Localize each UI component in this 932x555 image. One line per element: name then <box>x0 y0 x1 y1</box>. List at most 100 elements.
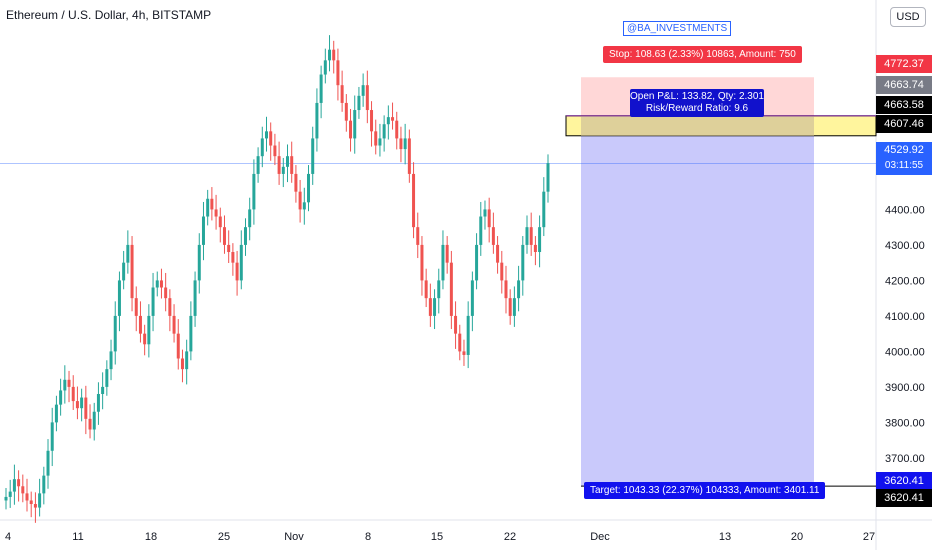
currency-button[interactable]: USD <box>890 7 926 27</box>
candle-body <box>386 117 390 125</box>
candle-body <box>479 216 483 245</box>
candle-body <box>33 504 37 508</box>
entry-price-badge: 4663.58 <box>876 96 932 114</box>
candle-body <box>378 138 382 146</box>
x-tick-label: 13 <box>719 531 731 543</box>
candle-body <box>227 244 231 253</box>
candle-body <box>353 110 357 139</box>
last-price-badge: 4529.92 03:11:55 <box>876 142 932 175</box>
candle-body <box>189 315 193 352</box>
x-tick-label: 22 <box>504 531 516 543</box>
candle-body <box>504 280 508 299</box>
candle-body <box>172 315 176 334</box>
candle-body <box>264 131 268 139</box>
candle-body <box>290 156 294 174</box>
candle-body <box>546 163 550 192</box>
candle-body <box>412 173 416 228</box>
candle-body <box>332 49 336 61</box>
candle-body <box>496 244 500 263</box>
candle-body <box>113 315 117 352</box>
target-label: Target: 1043.33 (22.37%) 104333, Amount:… <box>584 482 826 499</box>
candle-body <box>294 173 298 192</box>
candle-body <box>361 85 365 96</box>
y-tick-label: 4400.00 <box>885 204 925 216</box>
last-price-value: 4529.92 <box>884 144 924 156</box>
candle-body <box>138 315 142 334</box>
candle-body <box>395 120 399 139</box>
x-tick-label: 11 <box>72 531 83 543</box>
candle-body <box>206 198 210 217</box>
candle-body <box>180 358 184 370</box>
candle-body <box>84 397 88 419</box>
x-tick-label: 27 <box>863 531 875 543</box>
candle-body <box>214 209 218 217</box>
candle-body <box>105 369 109 387</box>
candle-body <box>441 244 445 281</box>
candle-body <box>336 60 340 86</box>
candle-body <box>449 262 453 316</box>
candle-body <box>349 120 353 139</box>
candle-body <box>75 401 79 409</box>
chart-title: Ethereum / U.S. Dollar, 4h, BITSTAMP <box>6 8 212 22</box>
candle-body <box>222 227 226 245</box>
candle-body <box>54 404 58 423</box>
candle-body <box>470 280 474 316</box>
candle-body <box>88 418 92 430</box>
candle-body <box>483 209 487 217</box>
candle-body <box>231 252 235 263</box>
candle-body <box>80 397 84 409</box>
candle-body <box>248 209 252 228</box>
candle-body <box>433 298 437 316</box>
candle-body <box>382 124 386 139</box>
candle-body <box>437 280 441 299</box>
x-tick-label: 18 <box>145 531 157 543</box>
candle-body <box>25 493 29 501</box>
candle-body <box>12 479 16 492</box>
candle-body <box>101 386 105 394</box>
candle-body <box>159 280 163 288</box>
x-tick-label: Nov <box>284 531 304 543</box>
candle-body <box>533 244 537 253</box>
candle-body <box>281 166 285 174</box>
candle-body <box>525 227 529 245</box>
candle-body <box>277 156 281 174</box>
candle-body <box>420 244 424 281</box>
candle-body <box>235 262 239 281</box>
target-marker-badge: 3620.41 <box>876 489 932 507</box>
candle-body <box>462 351 466 355</box>
candle-body <box>399 138 403 150</box>
candle-body <box>286 156 290 167</box>
candle-body <box>4 496 8 501</box>
bar-countdown: 03:11:55 <box>884 160 924 171</box>
y-tick-label: 3900.00 <box>885 382 925 394</box>
candle-body <box>256 156 260 174</box>
candle-body <box>521 244 525 281</box>
candle-body <box>529 227 533 245</box>
candle-body <box>29 500 33 505</box>
candle-body <box>542 191 546 228</box>
candle-body <box>428 298 432 316</box>
candle-body <box>50 422 54 451</box>
entry-upper-badge: 4663.74 <box>876 76 932 94</box>
x-tick-label: 15 <box>431 531 443 543</box>
candle-body <box>126 244 130 263</box>
candle-body <box>454 315 458 334</box>
candle-body <box>8 491 12 497</box>
candle-body <box>193 280 197 316</box>
candle-body <box>197 244 201 281</box>
candle-body <box>512 298 516 316</box>
candle-body <box>416 227 420 245</box>
candle-body <box>96 393 100 412</box>
pnl-label: Open P&L: 133.82, Qty: 2.301 Risk/Reward… <box>630 89 764 117</box>
candle-body <box>323 60 327 75</box>
candle-body <box>370 110 374 132</box>
y-tick-label: 4200.00 <box>885 275 925 287</box>
candle-body <box>391 117 395 121</box>
candle-body <box>63 379 67 391</box>
x-tick-label: 20 <box>791 531 803 543</box>
candle-body <box>298 191 302 210</box>
candle-body <box>487 209 491 228</box>
candle-body <box>365 85 369 111</box>
